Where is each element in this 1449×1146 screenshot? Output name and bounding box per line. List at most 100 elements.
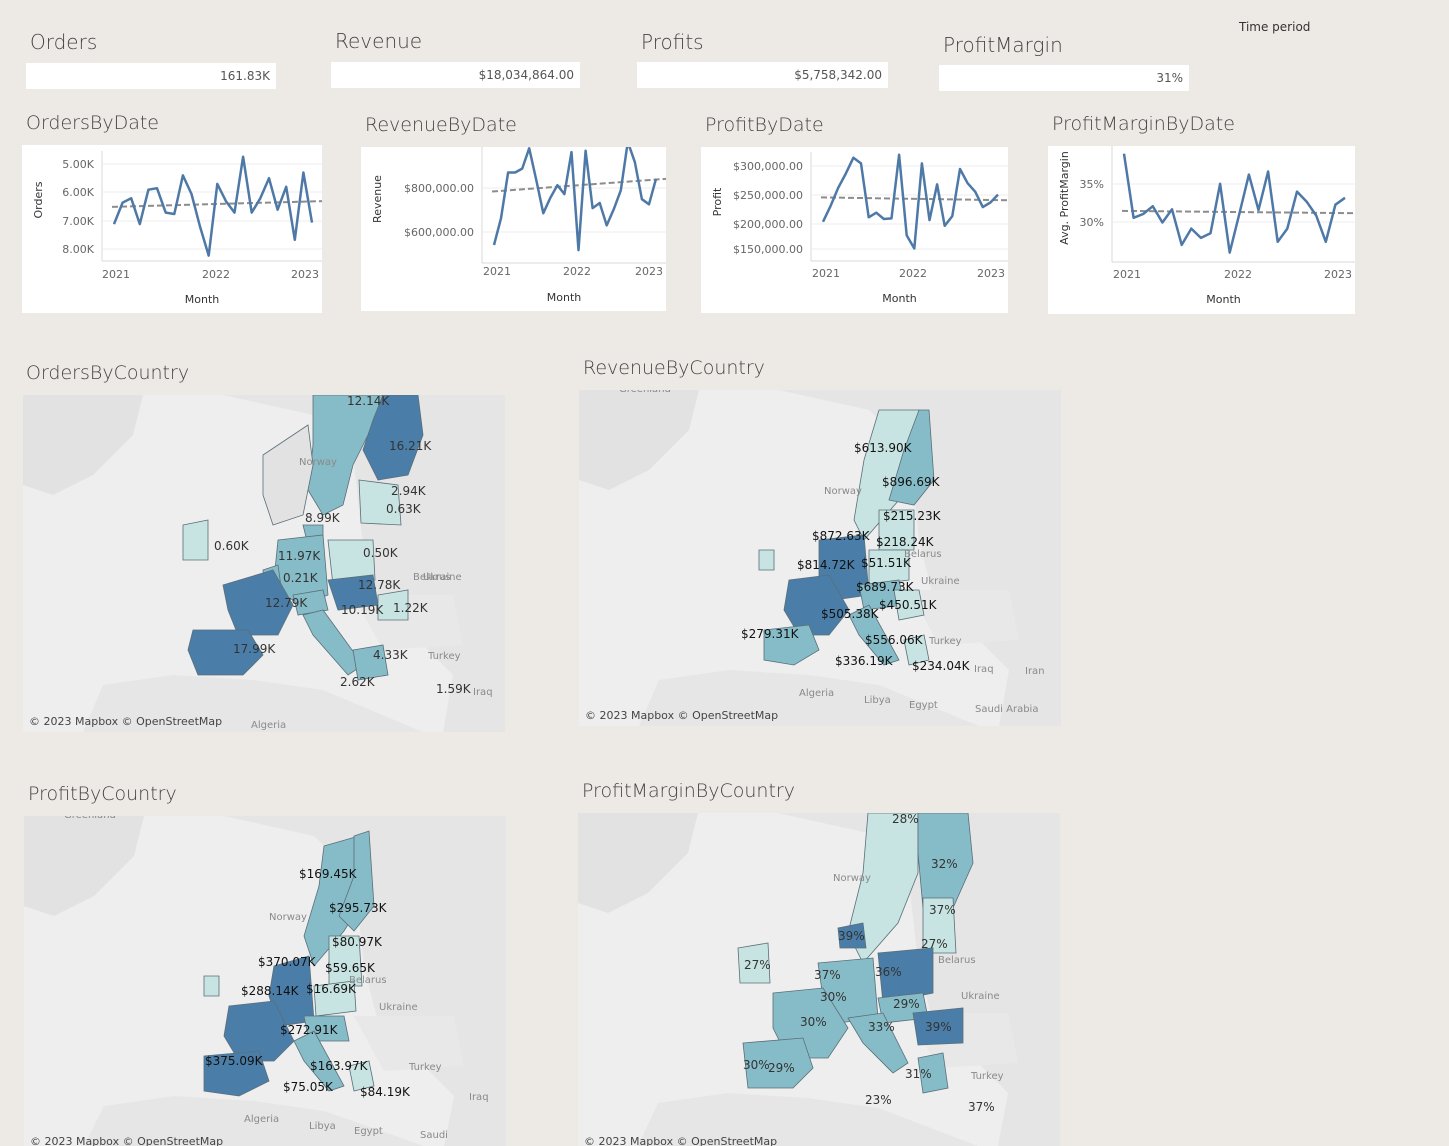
revenue-by-country-map[interactable]: GreenlandNorwayBelarusUkraineTurkeyIraqI…	[579, 390, 1061, 726]
country-value-label: 17.99K	[233, 642, 276, 656]
chart-title-profit-by-date: ProfitByDate	[705, 114, 824, 136]
map-credit[interactable]: © 2023 Mapbox © OpenStreetMap	[29, 715, 222, 728]
map-credit[interactable]: © 2023 Mapbox © OpenStreetMap	[30, 1135, 223, 1146]
x-tick-label: 2021	[102, 268, 130, 281]
country-value-label: 0.21K	[283, 571, 319, 585]
country-value-label: $375.09K	[205, 1054, 264, 1068]
profit-map-svg: GreenlandNorwayBelarusUkraineTurkeyIraqI…	[24, 816, 506, 1146]
country-value-label: $16.69K	[306, 982, 357, 996]
land-greenland	[23, 395, 143, 495]
place-label: Norway	[269, 912, 307, 923]
profit-by-country-map[interactable]: GreenlandNorwayBelarusUkraineTurkeyIraqI…	[24, 816, 506, 1146]
country-value-label: 12.14K	[347, 395, 390, 408]
country-value-label: 0.50K	[363, 546, 399, 560]
x-tick-label: 2023	[977, 267, 1005, 280]
kpi-title-revenue: Revenue	[335, 29, 422, 53]
profit-margin-map-svg: NorwayBelarusUkraineTurkey28%32%37%39%27…	[578, 813, 1060, 1146]
country-value-label: 33%	[868, 1020, 895, 1034]
kpi-value-orders: 161.83K	[26, 63, 276, 89]
map-title-profit-by-country: ProfitByCountry	[28, 783, 177, 805]
country-value-label: $613.90K	[854, 441, 913, 455]
country-value-label: 27%	[921, 937, 948, 951]
country-italy	[303, 610, 363, 675]
y-tick-label: $150,000.00	[733, 243, 803, 256]
place-label: Iraq	[473, 687, 493, 698]
country-value-label: $295.73K	[329, 901, 388, 915]
series-line	[1124, 154, 1345, 253]
country-value-label: $279.31K	[741, 627, 800, 641]
country-value-label: 12.78K	[358, 578, 401, 592]
country-value-label: $80.97K	[332, 935, 383, 949]
x-axis-title: Month	[882, 292, 917, 305]
profit-by-date-chart[interactable]: $150,000.00$200,000.00$250,000.00$300,00…	[701, 147, 1008, 313]
y-tick-label: $200,000.00	[733, 218, 803, 231]
place-label: Norway	[299, 457, 337, 468]
kpi-value-profit-margin: 31%	[939, 65, 1189, 91]
x-tick-label: 2023	[291, 268, 319, 281]
land-greenland	[578, 813, 698, 913]
country-value-label: $218.24K	[876, 535, 935, 549]
country-value-label: 1.59K	[436, 682, 472, 696]
x-tick-label: 2021	[483, 265, 511, 278]
series-line	[494, 147, 656, 250]
x-axis-title: Month	[185, 293, 220, 306]
land-greenland	[24, 816, 144, 916]
y-axis-title: Orders	[32, 181, 45, 218]
x-tick-label: 2022	[899, 267, 927, 280]
country-value-label: 30%	[820, 990, 847, 1004]
y-axis-title: Avg. ProfitMargin	[1058, 151, 1071, 245]
place-label: Algeria	[244, 1114, 279, 1125]
y-tick-label: $600,000.00	[404, 226, 474, 239]
country-value-label: $505.38K	[821, 607, 880, 621]
place-label: Turkey	[408, 1062, 442, 1073]
country-value-label: $75.05K	[283, 1080, 334, 1094]
country-value-label: 30%	[743, 1058, 770, 1072]
map-title-profit-margin-by-country: ProfitMarginByCountry	[582, 780, 795, 802]
place-label: Turkey	[970, 1071, 1004, 1082]
kpi-title-profits: Profits	[641, 30, 704, 54]
country-value-label: 31%	[905, 1067, 932, 1081]
country-ireland	[759, 550, 774, 570]
map-credit[interactable]: © 2023 Mapbox © OpenStreetMap	[585, 709, 778, 722]
country-value-label: 27%	[744, 958, 771, 972]
country-value-label: $234.04K	[912, 659, 971, 673]
place-label: Algeria	[799, 688, 834, 699]
country-value-label: $872.63K	[812, 529, 871, 543]
place-label: Norway	[824, 486, 862, 497]
country-value-label: 39%	[838, 929, 865, 943]
country-value-label: $59.65K	[325, 961, 376, 975]
map-credit[interactable]: © 2023 Mapbox © OpenStreetMap	[584, 1135, 777, 1146]
y-tick-label: $250,000.00	[733, 189, 803, 202]
place-label: Ukraine	[379, 1002, 418, 1013]
time-period-filter-label[interactable]: Time period	[1239, 20, 1310, 34]
place-label: Ukraine	[921, 576, 960, 587]
place-label: Ukraine	[961, 991, 1000, 1002]
country-value-label: $556.06K	[865, 633, 924, 647]
place-label: Libya	[309, 1121, 336, 1132]
country-value-label: 2.62K	[340, 675, 376, 689]
country-value-label: 37%	[929, 903, 956, 917]
country-ireland	[204, 976, 219, 996]
country-value-label: $896.69K	[882, 475, 941, 489]
country-value-label: 1.22K	[393, 601, 429, 615]
y-axis-title: Profit	[711, 187, 724, 216]
map-title-revenue-by-country: RevenueByCountry	[583, 357, 765, 379]
x-tick-label: 2022	[563, 265, 591, 278]
country-value-label: $689.73K	[856, 580, 915, 594]
x-axis-title: Month	[547, 291, 582, 304]
place-label: Libya	[864, 695, 891, 706]
y-tick-label: 35%	[1080, 178, 1104, 191]
place-label: Saudi Arabia	[975, 704, 1038, 715]
country-value-label: 32%	[931, 857, 958, 871]
country-value-label: 37%	[814, 968, 841, 982]
country-value-label: 12.79K	[265, 596, 308, 610]
country-ireland	[183, 520, 208, 560]
place-label: Turkey	[427, 651, 461, 662]
country-value-label: 23%	[865, 1093, 892, 1107]
